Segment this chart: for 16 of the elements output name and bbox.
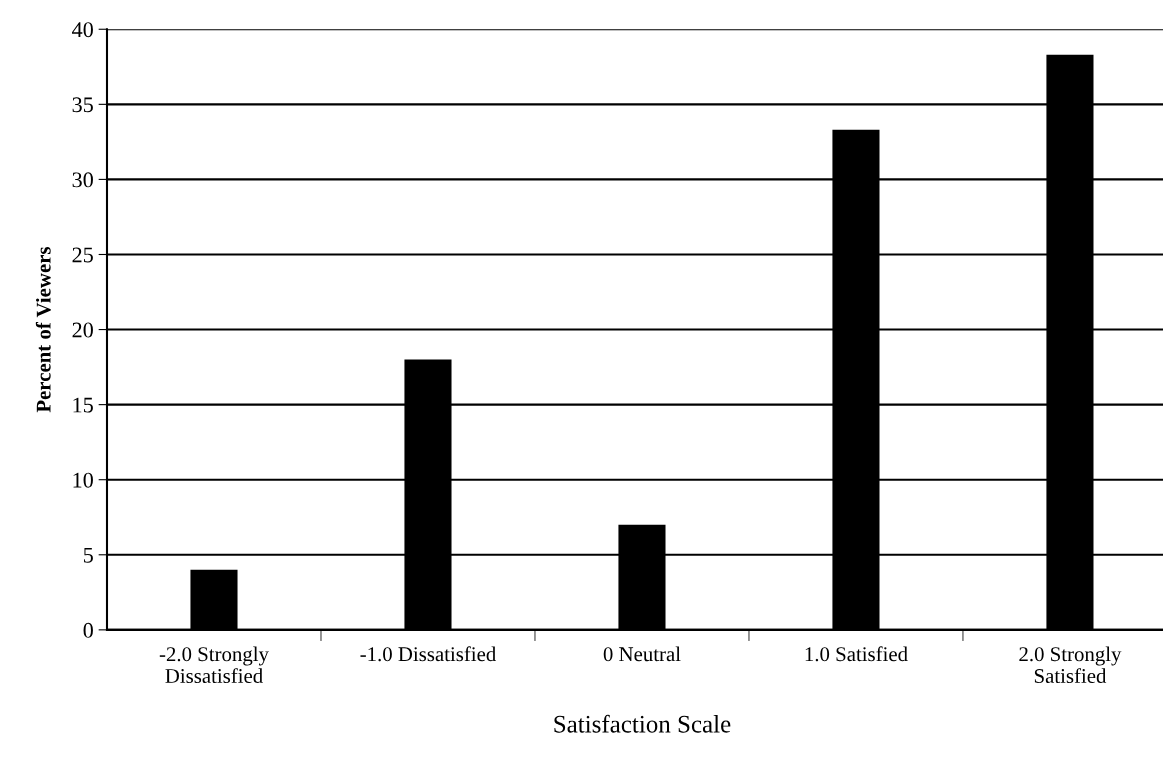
y-tick-label: 40 (72, 22, 93, 38)
y-axis-title: Percent of Viewers (35, 246, 51, 413)
y-tick-label: 25 (72, 247, 93, 263)
x-tick-label: 2.0 Strongly Satisfied (1019, 646, 1122, 684)
x-tick-label: 1.0 Satisfied (805, 646, 908, 662)
x-tick-label: -2.0 Strongly Dissatisfied (159, 646, 269, 684)
y-tick-label: 20 (72, 322, 93, 338)
y-tick-label: 5 (83, 547, 93, 563)
y-tick-label: 35 (72, 97, 93, 113)
y-tick-label: 10 (73, 472, 93, 488)
y-tick-label: 15 (73, 397, 93, 413)
y-tick-label: 30 (72, 172, 93, 188)
x-tick-label: 0 Neutral (603, 646, 681, 662)
y-tick-label: 0 (83, 622, 93, 638)
x-tick-label: -1.0 Dissatisfied (360, 646, 497, 662)
x-axis-title: Satisfaction Scale (554, 714, 731, 733)
